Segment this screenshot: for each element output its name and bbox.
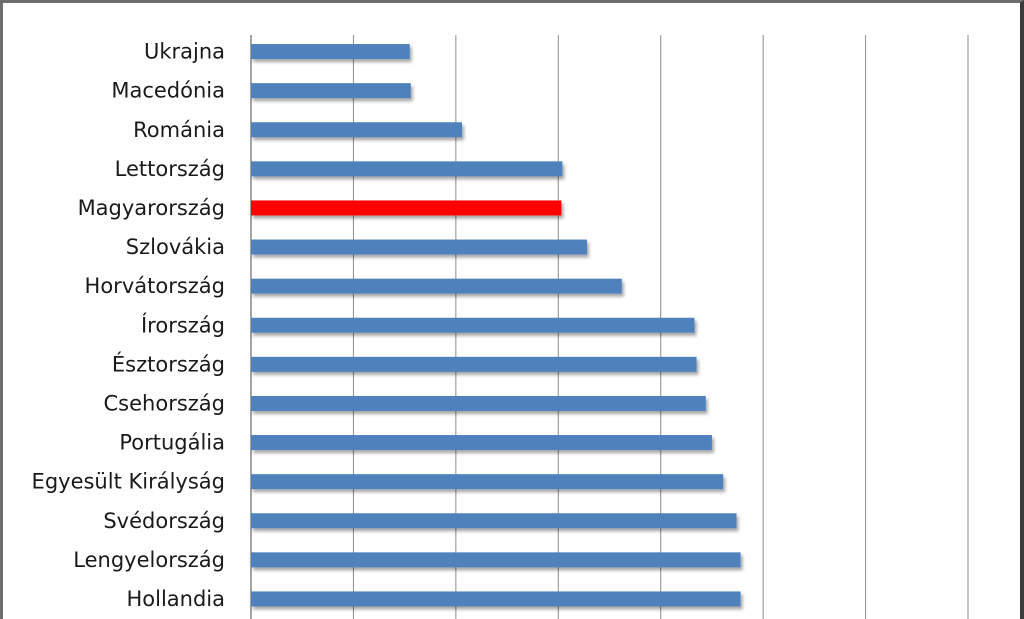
- bar: [251, 317, 695, 333]
- bar: [251, 122, 463, 138]
- bar: [251, 44, 410, 60]
- bar: [251, 513, 737, 529]
- category-label: Románia: [133, 118, 225, 142]
- bar: [251, 278, 622, 294]
- category-label: Macedónia: [111, 79, 225, 103]
- category-label: Horvátország: [85, 274, 225, 298]
- category-label: Lengyelország: [73, 548, 225, 572]
- category-label: Portugália: [119, 431, 225, 455]
- bar: [251, 552, 741, 568]
- category-label: Ukrajna: [144, 40, 225, 64]
- bar: [251, 356, 697, 372]
- category-label: Magyarország: [78, 196, 225, 220]
- bar: [251, 474, 724, 490]
- category-label: Egyesült Királyság: [32, 470, 225, 494]
- category-label: Hollandia: [126, 587, 225, 611]
- bar: [251, 435, 712, 451]
- category-label: Lettország: [115, 157, 225, 181]
- bar: [251, 161, 563, 177]
- category-label: Észtország: [112, 351, 225, 376]
- bar: [251, 83, 411, 99]
- bar-highlighted: [251, 200, 562, 216]
- bar: [251, 239, 587, 255]
- bars: [251, 44, 741, 607]
- category-label: Szlovákia: [126, 235, 225, 259]
- category-label: Csehország: [104, 391, 225, 415]
- bar: [251, 395, 706, 411]
- category-labels: Ukrajna Macedónia Románia Lettország Magyaro…: [32, 40, 225, 611]
- bar: [251, 591, 741, 607]
- category-label: Írország: [141, 312, 225, 337]
- category-label: Svédország: [103, 509, 225, 533]
